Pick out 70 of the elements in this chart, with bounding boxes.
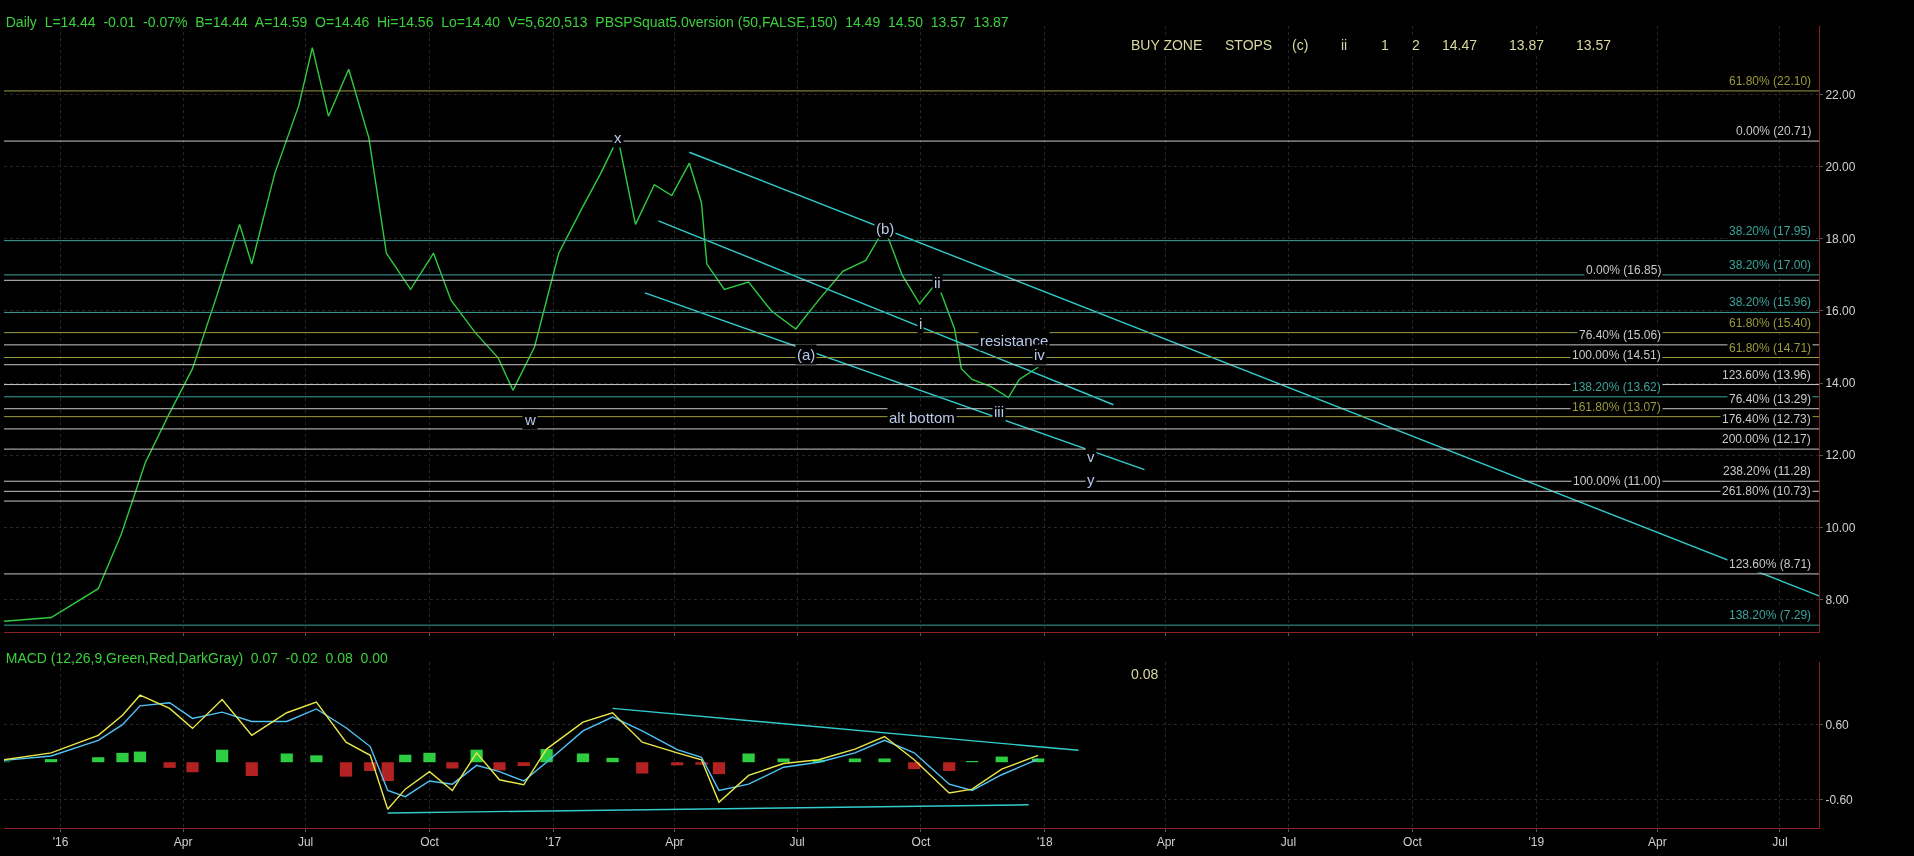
annotation: alt bottom [889, 409, 955, 426]
x-tick-label: Apr [1648, 835, 1667, 850]
ref-line-label: 123.60% (8.71) [1729, 557, 1812, 571]
annotation: 2 [1412, 37, 1420, 53]
ref-line-label: 100.00% (14.51) [1572, 348, 1661, 362]
ref-line-label: 38.20% (17.95) [1729, 224, 1812, 238]
annotation: 0.08 [1131, 666, 1159, 682]
x-tick-label: Apr [1156, 835, 1176, 850]
annotation: 1 [1381, 37, 1389, 53]
annotation: 13.87 [1509, 37, 1545, 53]
ref-line-label: 61.80% (14.71) [1729, 341, 1812, 355]
y-tick-label: 18.00 [1825, 232, 1856, 247]
ref-line-label: 61.80% (15.40) [1729, 316, 1812, 330]
x-tick-label: '18 [1036, 835, 1053, 850]
y-tick-label: 16.00 [1825, 304, 1856, 319]
chart-title: MACD (12,26,9,Green,Red,DarkGray) 0.07 -0.02 0.08 0.00 [5, 649, 389, 666]
x-tick-label: Oct [1403, 835, 1423, 850]
x-tick-label: Apr [665, 835, 684, 850]
annotation: x [614, 129, 622, 146]
x-tick-label: Oct [420, 835, 440, 850]
x-tick-label: Oct [911, 835, 931, 850]
y-tick-label: 20.00 [1825, 159, 1856, 174]
ref-line-label: 200.00% (12.17) [1722, 432, 1811, 446]
ref-line-label: 76.40% (13.29) [1729, 392, 1812, 406]
ref-line-label: 138.20% (13.62) [1572, 380, 1661, 394]
y-tick-label: 14.00 [1825, 376, 1856, 391]
x-tick-label: '17 [545, 835, 562, 850]
annotation: y [1087, 471, 1095, 488]
y-tick-label: 10.00 [1825, 520, 1856, 535]
y-tick-label: -0.60 [1825, 793, 1854, 808]
annotation: resistance [980, 332, 1049, 349]
ref-line-label: 0.00% (20.71) [1736, 124, 1812, 138]
annotation: w [524, 411, 536, 428]
y-tick-label: 12.00 [1825, 448, 1856, 463]
annotation: 13.57 [1576, 37, 1612, 53]
ref-line-label: 238.20% (11.28) [1723, 464, 1811, 478]
annotation: iii [994, 403, 1004, 420]
ref-line-label: 161.80% (13.07) [1572, 400, 1661, 414]
annotation: v [1087, 448, 1095, 465]
x-tick-label: Apr [173, 835, 193, 850]
annotation: (c) [1292, 37, 1309, 53]
chart-title: Daily L=14.44 -0.01 -0.07% B=14.44 A=14.59 O=14.46 Hi=14.56 Lo=14.40 V=5,620,513 PBSPSquat5.0version (50,FALSE,150) 14.49 14.50 13.57 13.87 [5, 13, 1009, 30]
ref-line-label: 100.00% (11.00) [1573, 474, 1661, 488]
ref-line-label: 61.80% (22.10) [1729, 74, 1812, 88]
annotation: iv [1034, 346, 1046, 363]
ref-line-label: 261.80% (10.73) [1722, 484, 1811, 498]
x-tick-label: '16 [52, 835, 69, 850]
ref-line-label: 38.20% (15.96) [1729, 295, 1812, 309]
annotation: ii [1341, 37, 1348, 53]
ref-line-label: 138.20% (7.29) [1729, 608, 1812, 622]
y-tick-label: 8.00 [1825, 592, 1850, 607]
ref-line-label: 38.20% (17.00) [1729, 258, 1812, 272]
ref-line-label: 76.40% (15.06) [1579, 328, 1662, 342]
annotation: STOPS [1225, 37, 1273, 53]
annotation: BUY ZONE [1131, 37, 1203, 53]
ref-line-label: 176.40% (12.73) [1722, 412, 1811, 426]
ref-line-label: 0.00% (16.85) [1586, 263, 1662, 277]
x-tick-label: Jul [1280, 835, 1297, 850]
y-tick-label: 0.60 [1825, 717, 1850, 732]
x-tick-label: Jul [789, 835, 805, 850]
annotation: (a) [797, 346, 816, 363]
annotation: 14.47 [1442, 37, 1478, 53]
x-tick-label: Jul [297, 835, 314, 850]
ref-line-label: 123.60% (13.96) [1722, 368, 1811, 382]
annotation: i [919, 315, 923, 332]
x-tick-label: '19 [1528, 835, 1545, 850]
annotation: ii [934, 274, 941, 291]
annotation: (b) [876, 220, 895, 237]
y-tick-label: 22.00 [1825, 87, 1856, 102]
x-tick-label: Jul [1772, 835, 1788, 850]
